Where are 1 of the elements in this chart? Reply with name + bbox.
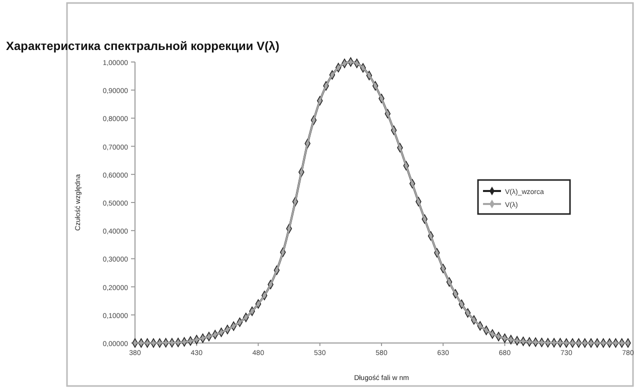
- chart-title: Характеристика спектральной коррекции V(λ): [6, 39, 280, 53]
